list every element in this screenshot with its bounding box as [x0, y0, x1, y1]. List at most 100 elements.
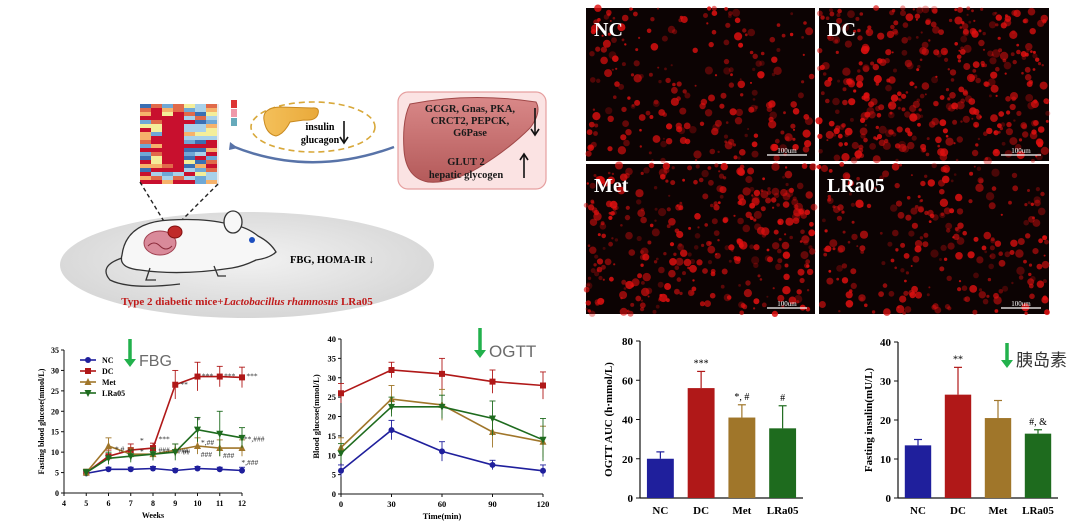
fluorescence-spot — [876, 133, 883, 140]
fluorescence-spot — [843, 78, 851, 86]
data-point-lra05 — [84, 390, 92, 397]
fluorescence-spot — [864, 124, 868, 127]
fluorescence-spot — [971, 28, 977, 34]
fluorescence-spot — [750, 81, 752, 84]
fbg-chart: 0 5 10 15 20 25 30 35 4 5 6 7 8 9 10 11 12 Weeks Fasting b… — [37, 339, 265, 520]
fluorescence-spot — [844, 173, 851, 180]
fluorescence-spot — [779, 144, 787, 152]
fluorescence-spot — [844, 40, 853, 48]
fluorescence-spot — [630, 73, 635, 77]
fluorescence-spot — [1006, 121, 1012, 128]
fluorescence-spot — [592, 112, 601, 121]
fluorescence-spot — [912, 255, 920, 263]
fluorescence-spot — [901, 37, 908, 44]
fluorescence-spot — [665, 77, 671, 84]
fluorescence-spot — [828, 120, 835, 127]
fluorescence-spot — [1039, 81, 1048, 90]
series-line-lra05 — [85, 428, 243, 474]
fluorescence-spot — [837, 245, 846, 253]
fluorescence-spot — [636, 235, 642, 242]
fluorescence-spot — [601, 233, 606, 239]
fluorescence-spot — [617, 186, 626, 195]
fluorescence-spot — [973, 165, 976, 168]
fluorescence-spot — [949, 208, 955, 214]
fluorescence-spot — [801, 235, 810, 244]
fluorescence-spot — [858, 147, 864, 153]
fluorescence-spot — [789, 32, 794, 37]
fluorescence-spot — [776, 23, 781, 27]
fluorescence-spot — [768, 120, 777, 129]
fluorescence-spot — [875, 125, 879, 130]
fluorescence-spot — [951, 106, 955, 109]
heatmap-cell — [151, 108, 162, 112]
fluorescence-spot — [773, 155, 780, 162]
significance-label: **,### — [244, 435, 265, 444]
fluorescence-spot — [927, 179, 935, 187]
fluorescence-spot — [932, 8, 938, 14]
fluorescence-spot — [869, 143, 876, 150]
fluorescence-spot — [978, 29, 982, 33]
fluorescence-spot — [737, 156, 741, 160]
fluorescence-spot — [671, 166, 675, 170]
fluorescence-spot — [633, 74, 642, 83]
fluorescence-spot — [919, 114, 924, 118]
heatmap-cell — [162, 156, 173, 160]
fluorescence-spot — [994, 149, 998, 154]
fluorescence-spot — [611, 172, 615, 176]
heatmap-cell — [173, 120, 184, 124]
fluorescence-spot — [677, 243, 684, 251]
fluorescence-spot — [738, 42, 744, 48]
heatmap-cell — [184, 128, 195, 132]
fluorescence-spot — [827, 34, 834, 41]
gene-list-line2: CRCT2, PEPCK, — [431, 116, 510, 127]
fluorescence-spot — [790, 101, 797, 108]
fluorescence-spot — [766, 248, 770, 252]
fluorescence-spot — [625, 167, 633, 176]
fluorescence-spot — [1025, 233, 1031, 239]
insulin-chart: 0 10 20 30 40 Fasting insulin(mU/L) NC ** DC Met #… — [863, 337, 1067, 517]
fluorescence-spot — [856, 81, 864, 88]
fluorescence-spot — [817, 10, 823, 17]
fluorescence-spot — [911, 222, 919, 229]
fluorescence-spot — [856, 176, 860, 181]
fluorescence-spot — [795, 300, 800, 304]
fluorescence-spot — [590, 141, 597, 148]
fluorescence-spot — [913, 113, 921, 120]
fluorescence-spot — [918, 206, 924, 213]
fluorescence-spot — [754, 105, 759, 110]
fluorescence-spot — [1035, 57, 1040, 62]
fluorescence-spot — [805, 259, 811, 265]
fluorescence-spot — [954, 8, 958, 12]
significance-label: *** — [246, 372, 258, 381]
fluorescence-spot — [956, 136, 963, 143]
data-point-dc — [540, 382, 546, 389]
heatmap-cell — [195, 132, 206, 136]
fluorescence-spot — [767, 187, 771, 191]
fluorescence-spot — [837, 79, 841, 83]
fluorescence-spot — [641, 287, 650, 297]
fluorescence-spot — [971, 30, 979, 38]
heatmap-cell — [184, 156, 195, 160]
fluorescence-spot — [1028, 272, 1032, 277]
fluorescence-spot — [805, 27, 814, 36]
fluorescence-spot — [751, 150, 759, 158]
fluorescence-spot — [837, 133, 843, 139]
x-tick-label: 90 — [488, 499, 497, 509]
fluorescence-spot — [635, 295, 642, 302]
fluorescence-spot — [777, 248, 782, 254]
fluorescence-spot — [948, 18, 953, 23]
fluorescence-spot — [918, 108, 922, 112]
fluorescence-spot — [991, 186, 997, 191]
fluorescence-spot — [810, 203, 818, 211]
fluorescence-spot — [762, 177, 765, 181]
legend-label: LRa05 — [102, 389, 125, 398]
fluorescence-spot — [987, 277, 992, 282]
fluorescence-spot — [793, 204, 799, 210]
fluorescence-spot — [809, 248, 816, 255]
fluorescence-spot — [801, 36, 804, 39]
fluorescence-spot — [985, 157, 989, 161]
fluorescence-spot — [635, 189, 644, 198]
fluorescence-spot — [711, 5, 717, 11]
fluorescence-spot — [976, 114, 982, 120]
fluorescence-spot — [594, 271, 600, 277]
